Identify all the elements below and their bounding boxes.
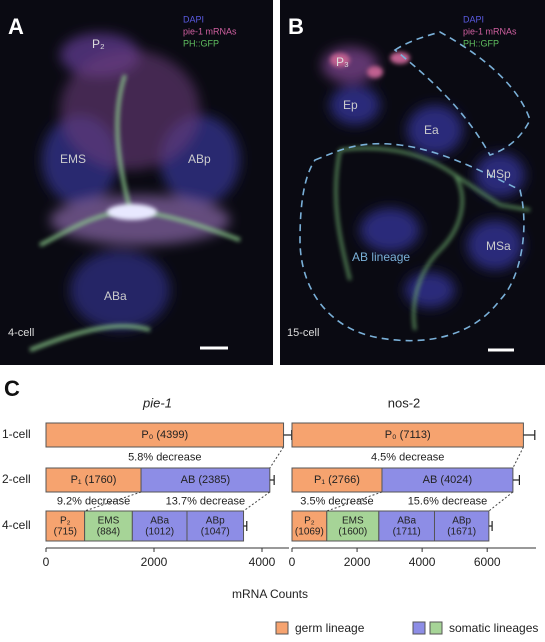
cell-label: Ea (424, 123, 439, 137)
legend-swatch (429, 621, 443, 635)
x-tick-label: 4000 (409, 555, 436, 569)
bar-segment (140, 467, 271, 493)
cell-label: ABp (188, 152, 211, 166)
connector (243, 491, 271, 512)
stage-label: 15-cell (287, 327, 319, 339)
row-label: 1-cell (2, 427, 31, 441)
channel-label: DAPI (463, 14, 484, 24)
region-label: AB lineage (352, 250, 410, 264)
bar-segment (326, 510, 380, 542)
stage-label: 4-cell (8, 327, 34, 339)
connector (488, 491, 514, 512)
bar-label: P₁ (1760) (71, 474, 117, 486)
bar-label: AB (2385) (181, 474, 231, 486)
x-tick-label: 2000 (141, 555, 168, 569)
cell-label: MSa (486, 239, 511, 253)
panel-letter: B (288, 14, 304, 39)
bar-label: P₁ (2766) (314, 474, 360, 486)
x-tick-label: 4000 (249, 555, 276, 569)
bar-label: EMS (1600) (338, 515, 367, 537)
connector (512, 446, 524, 469)
panel-letter: A (8, 14, 24, 39)
connector (269, 446, 284, 469)
bar-segment (186, 510, 245, 542)
bar-segment (291, 422, 524, 448)
bar-label: P₂ (1069) (295, 515, 324, 537)
chart-title: nos-2 (388, 395, 421, 410)
annotation: 15.6% decrease (408, 495, 488, 507)
legend-label: germ lineage (295, 621, 365, 635)
row-label: 2-cell (2, 472, 31, 486)
bar-label: ABa (1711) (393, 515, 421, 537)
channel-label: PH::GFP (463, 38, 499, 48)
channel-label: DAPI (183, 14, 204, 24)
bar-segment (433, 510, 490, 542)
legend-swatch (275, 621, 289, 635)
bar-segment (45, 467, 142, 493)
bar-label: EMS (884) (97, 515, 120, 537)
connector (326, 491, 383, 512)
cell-label: ABa (104, 289, 127, 303)
bar-label: ABp (1047) (201, 515, 230, 537)
x-tick-label: 6000 (474, 555, 501, 569)
channel-label: pie-1 mRNAs (183, 26, 237, 36)
channel-label: pie-1 mRNAs (463, 26, 517, 36)
bar-segment (45, 510, 86, 542)
annotation: 13.7% decrease (166, 495, 246, 507)
x-tick-label: 2000 (344, 555, 371, 569)
bar-label: P₀ (4399) (141, 429, 188, 441)
annotation: 5.8% decrease (128, 451, 201, 463)
bar-label: P₂ (715) (54, 515, 77, 537)
cell-label: P₃ (336, 55, 349, 69)
cell-label: EMS (60, 152, 86, 166)
cell-label: MSp (486, 167, 511, 181)
x-tick-label: 0 (289, 555, 296, 569)
bar-segment (45, 422, 285, 448)
channel-label: PH::GFP (183, 38, 219, 48)
annotation: 3.5% decrease (300, 495, 373, 507)
bar-segment (84, 510, 133, 542)
bar-label: ABp (1671) (447, 515, 476, 537)
x-tick-label: 0 (43, 555, 50, 569)
row-label: 4-cell (2, 518, 31, 532)
bar-label: AB (4024) (423, 474, 473, 486)
annotation: 4.5% decrease (371, 451, 444, 463)
legend-label: somatic lineages (449, 621, 538, 635)
panel-b-image (280, 0, 545, 365)
legend-swatch (412, 621, 426, 635)
panel-a-image (0, 0, 273, 365)
connector (84, 491, 142, 512)
bar-label: ABa (1012) (145, 515, 174, 537)
annotation: 9.2% decrease (57, 495, 130, 507)
bar-label: P₀ (7113) (385, 429, 431, 441)
bar-segment (131, 510, 188, 542)
cell-label: P₂ (92, 37, 105, 51)
cell-label: Ep (343, 98, 358, 112)
chart-title: pie-1 (142, 395, 172, 410)
x-axis-label: mRNA Counts (232, 587, 308, 601)
bar-segment (291, 467, 383, 493)
panel-letter: C (4, 376, 20, 401)
bar-segment (381, 467, 514, 493)
